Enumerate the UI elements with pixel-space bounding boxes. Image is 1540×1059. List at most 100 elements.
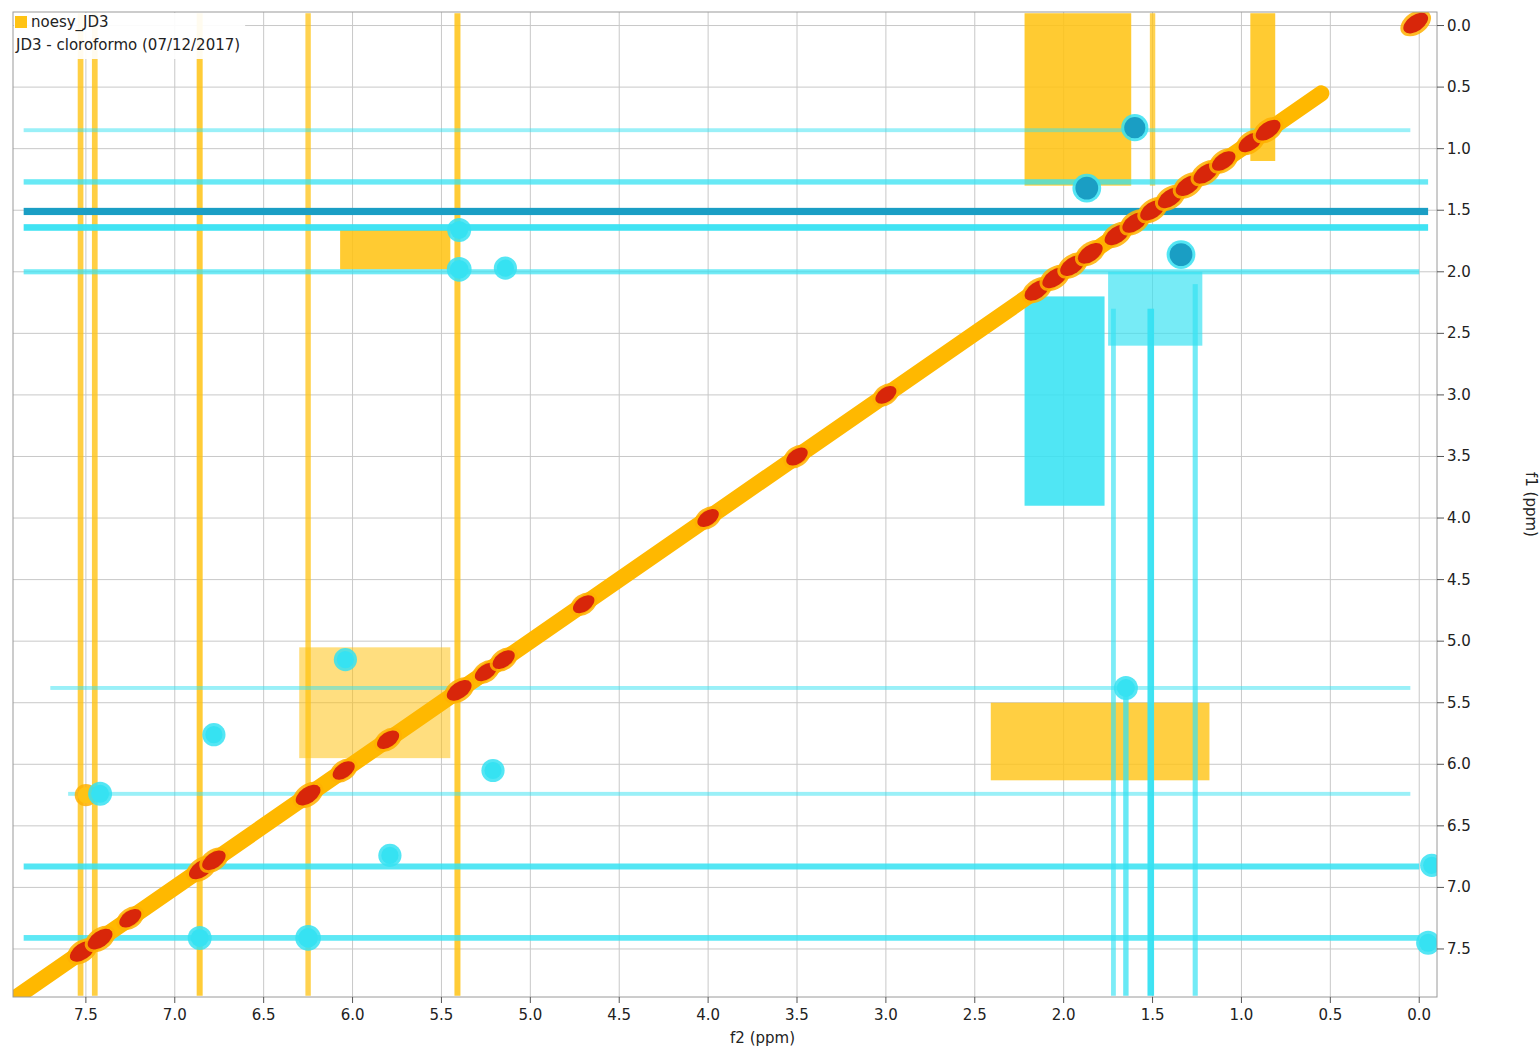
y-tick (1437, 25, 1444, 26)
grid-line (708, 12, 709, 997)
grid-line (974, 12, 975, 997)
cross-peak (1416, 931, 1437, 955)
diagonal-peak (370, 722, 407, 757)
x-tick (885, 997, 886, 1003)
x-tick-label: 5.5 (430, 1006, 454, 1024)
grid-line (885, 12, 886, 997)
x-tick-label: 1.5 (1141, 1006, 1165, 1024)
y-tick (1437, 210, 1444, 211)
x-tick-label: 2.0 (1052, 1006, 1076, 1024)
peak-core (1423, 857, 1437, 874)
peak-core (570, 591, 598, 617)
x-tick-label: 6.5 (252, 1006, 276, 1024)
grid-line (441, 12, 442, 997)
y-tick-label: 2.5 (1447, 324, 1471, 342)
x-tick (1063, 997, 1064, 1003)
y-tick (1437, 948, 1444, 949)
peak-core (91, 785, 109, 803)
diagonal-peak (288, 776, 328, 813)
plot-area (15, 12, 1437, 997)
x-tick-label: 4.5 (607, 1006, 631, 1024)
diagonal-peak (194, 842, 233, 878)
peak-halo (1121, 114, 1148, 141)
x-tick (619, 997, 620, 1003)
peak-halo (202, 723, 225, 746)
t1-streak (197, 13, 203, 996)
y-tick-label: 5.5 (1447, 694, 1471, 712)
title-block: noesy_JD3JD3 - cloroformo (07/12/2017) (14, 13, 245, 59)
grid-line (13, 887, 1437, 888)
grid-line (13, 518, 1437, 519)
cross-peak (1167, 240, 1196, 269)
diagonal-peak (325, 753, 362, 788)
cross-peak (1072, 174, 1101, 203)
f1-streak (24, 179, 1428, 184)
peak-halo (378, 844, 401, 867)
x-tick (263, 997, 264, 1003)
diagonal-peak (779, 440, 815, 474)
diagonal-peak (80, 920, 120, 957)
x-tick-label: 3.0 (874, 1006, 898, 1024)
cross-peak (188, 926, 212, 950)
peak-core (1074, 239, 1106, 268)
peak-core (872, 382, 899, 407)
peak-halo (295, 925, 321, 951)
y-tick (1437, 518, 1444, 519)
y-tick-label: 5.0 (1447, 632, 1471, 650)
t1-streak (92, 13, 98, 996)
region (340, 230, 450, 269)
peak-halo (1114, 676, 1138, 700)
region (1025, 296, 1105, 505)
peak-core (191, 929, 209, 947)
grid-line (174, 12, 175, 997)
y-tick-label: 6.0 (1447, 755, 1471, 773)
x-tick (1330, 997, 1331, 1003)
t1-streak (1123, 690, 1128, 995)
x-tick (708, 997, 709, 1003)
f1-streak (24, 935, 1420, 941)
y-tick-label: 6.5 (1447, 817, 1471, 835)
cross-peak (481, 759, 504, 782)
x-tick (85, 997, 86, 1003)
grid-line (13, 825, 1437, 826)
x-tick-label: 7.5 (74, 1006, 98, 1024)
peak-core (84, 925, 116, 954)
y-tick (1437, 456, 1444, 457)
t1-streak (1147, 309, 1154, 996)
peak-halo (447, 218, 471, 242)
peak-halo (494, 257, 517, 280)
t1-streak (1111, 309, 1116, 996)
y-tick (1437, 148, 1444, 149)
diagonal-peak (566, 587, 602, 621)
peak-halo (481, 759, 504, 782)
y-tick-label: 0.5 (1447, 78, 1471, 96)
cross-peak (447, 218, 471, 242)
peak-halo (690, 501, 726, 535)
peak-core (450, 221, 468, 239)
peak-core (1400, 12, 1432, 38)
y-tick (1437, 764, 1444, 765)
peak-halo (112, 901, 149, 936)
peak-halo (1420, 854, 1437, 877)
peak-halo (334, 648, 357, 671)
x-tick (1241, 997, 1242, 1003)
y-tick (1437, 825, 1444, 826)
grid-line (797, 12, 798, 997)
peak-halo (1248, 111, 1288, 148)
diagonal-peak (1248, 111, 1288, 148)
peak-core (292, 781, 324, 810)
spectrum: 7.57.06.56.05.55.04.54.03.53.02.52.01.51… (0, 0, 1540, 1059)
t1-streak (454, 13, 460, 996)
region (1025, 13, 1132, 185)
peak-core (298, 928, 318, 948)
f1-streak (24, 128, 1411, 132)
y-tick-label: 2.0 (1447, 263, 1471, 281)
region (991, 703, 1210, 781)
grid-line (263, 12, 264, 997)
x-tick-label: 7.0 (163, 1006, 187, 1024)
x-tick-label: 0.5 (1318, 1006, 1342, 1024)
y-tick-label: 4.0 (1447, 509, 1471, 527)
title-background (14, 13, 245, 59)
peak-halo (80, 920, 120, 957)
y-tick-label: 1.5 (1447, 201, 1471, 219)
